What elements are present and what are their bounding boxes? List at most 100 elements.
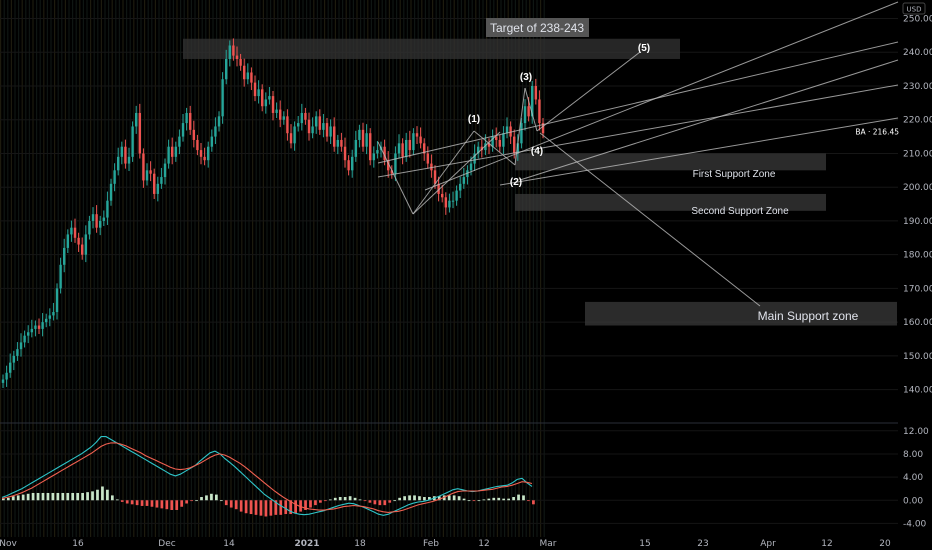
bg-stripe: [342, 0, 344, 540]
pitchfork-line-2: [519, 59, 899, 181]
macd-histogram-bar: [219, 500, 223, 502]
currency-label: USD: [907, 6, 922, 14]
bg-stripe: [3, 0, 5, 540]
candle-body: [297, 123, 300, 127]
bg-stripe: [82, 0, 84, 540]
candle-body: [286, 116, 289, 134]
bg-stripe: [165, 0, 167, 540]
candle-body: [322, 123, 325, 130]
candle-body: [102, 217, 105, 221]
bg-stripe: [504, 0, 506, 540]
macd-histogram-bar: [26, 493, 30, 501]
time-tick-label: 18: [354, 539, 366, 549]
candle-body: [325, 123, 329, 137]
macd-histogram-bar: [140, 500, 144, 506]
bg-stripe: [306, 0, 308, 540]
time-tick-label: Mar: [540, 539, 557, 549]
time-axis[interactable]: Nov 16 Dec 14 2021 18 Feb 12 Mar 15 23 Apr 12 20: [0, 537, 932, 550]
price-tick-label: 170.00: [903, 284, 932, 294]
macd-histogram-bar: [487, 498, 491, 501]
candle-body: [498, 139, 501, 147]
macd-histogram-bar: [304, 500, 307, 510]
bg-stripe: [428, 0, 430, 540]
candle-body: [70, 227, 73, 235]
macd-pane: [0, 422, 898, 524]
candle-body: [538, 99, 541, 124]
macd-histogram-bar: [224, 500, 228, 506]
bg-stripe: [25, 0, 27, 540]
macd-histogram-bar: [323, 500, 327, 502]
bg-stripe: [511, 0, 513, 540]
candle-body: [372, 153, 375, 161]
macd-axis[interactable]: -4.00 0.00 4.00 8.00 12.00: [903, 427, 929, 530]
candle-body: [250, 72, 253, 83]
bg-stripe: [424, 0, 426, 540]
bg-stripe: [36, 0, 38, 540]
macd-histogram-bar: [259, 500, 263, 516]
bg-stripe: [100, 0, 102, 540]
candle-body: [207, 146, 210, 161]
wave-label: (4): [531, 146, 543, 157]
bg-stripe: [309, 0, 311, 540]
bg-stripe: [529, 0, 531, 540]
currency-box: [902, 2, 926, 15]
price-tick-label: 190.00: [903, 217, 932, 227]
bg-stripe: [54, 0, 56, 540]
candle-body: [293, 126, 296, 144]
candle-body: [66, 234, 69, 248]
bg-stripe: [172, 0, 174, 540]
bg-stripe: [482, 0, 484, 540]
bg-stripe: [331, 0, 333, 540]
candle-body: [27, 332, 30, 336]
candle-body: [369, 133, 372, 161]
wave-segment: [536, 51, 641, 132]
candle-body: [228, 45, 231, 59]
macd-tick-label: 8.00: [903, 450, 923, 460]
wave-label: (1): [468, 114, 480, 125]
bg-stripe: [198, 0, 200, 540]
macd-histogram-bar: [61, 492, 65, 501]
candle-body: [455, 190, 458, 201]
second-support-label: Second Support Zone: [691, 206, 789, 217]
candle-body: [178, 136, 181, 147]
macd-histogram-bar: [229, 500, 233, 508]
candle-body: [448, 200, 451, 208]
bg-stripe: [392, 0, 394, 540]
candle-body: [318, 116, 321, 130]
candle-body: [264, 99, 267, 107]
bg-stripe: [64, 0, 66, 540]
bg-stripe: [338, 0, 340, 540]
target-label: Target of 238-243: [490, 21, 584, 35]
time-tick-label: Dec: [158, 539, 175, 549]
candle-body: [225, 58, 228, 80]
macd-histogram-bar: [31, 492, 35, 501]
macd-histogram-bar: [447, 495, 451, 501]
price-axis[interactable]: USD 140.00 150.00 160.00 170.00 180.00 190.00 2…: [855, 0, 932, 540]
macd-histogram-bar: [76, 492, 80, 501]
macd-histogram-bar: [160, 500, 164, 509]
candle-body: [433, 170, 437, 184]
candle-body: [304, 112, 307, 120]
macd-histogram-bar: [175, 500, 179, 510]
macd-histogram-bar: [314, 500, 317, 506]
bg-stripe: [190, 0, 192, 540]
macd-histogram-bar: [165, 500, 169, 510]
macd-histogram-bar: [46, 492, 50, 501]
candle-body: [163, 163, 167, 178]
bg-stripe: [244, 0, 246, 540]
macd-histogram-bar: [264, 500, 268, 517]
macd-histogram-bar: [319, 500, 322, 503]
bg-stripe: [324, 0, 326, 540]
macd-histogram-bar: [150, 500, 154, 507]
candle-body: [217, 116, 221, 127]
bg-stripe: [291, 0, 293, 540]
macd-histogram-bar: [91, 491, 94, 501]
candle-body: [505, 126, 509, 134]
macd-histogram-bar: [106, 489, 109, 501]
candle-body: [246, 72, 249, 80]
macd-histogram-bar: [353, 497, 357, 501]
candle-body: [387, 160, 390, 171]
macd-histogram-bar: [289, 500, 293, 515]
